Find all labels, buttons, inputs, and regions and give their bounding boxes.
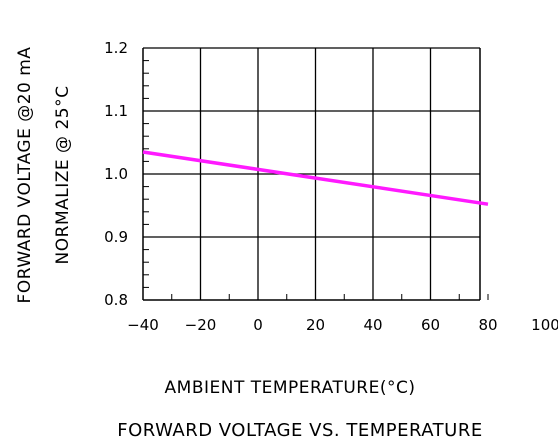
series-line	[142, 150, 489, 206]
grid	[142, 47, 481, 301]
x-tick-labels: −40 −20 0 20 40 60 80 100	[127, 316, 558, 334]
y-tick-label: 1.2	[104, 39, 128, 57]
y-tick-label: 1.0	[104, 165, 128, 183]
minor-ticks	[142, 47, 489, 301]
x-tick-label: 80	[478, 316, 497, 334]
x-tick-label: 60	[421, 316, 440, 334]
x-axis-label: AMBIENT TEMPERATURE(°C)	[165, 378, 416, 398]
x-tick-label: 20	[306, 316, 325, 334]
y-tick-labels: 0.8 0.9 1.0 1.1 1.2	[104, 39, 128, 309]
y-tick-label: 1.1	[104, 102, 128, 120]
y-axis-label-line1: FORWARD VOLTAGE @20 mA	[15, 47, 35, 304]
x-tick-label: −20	[185, 316, 217, 334]
y-axis-label-line2: NORMALIZE @ 25°C	[53, 86, 73, 265]
x-tick-label: 0	[253, 316, 263, 334]
x-tick-label: 100	[531, 316, 558, 334]
x-tick-label: −40	[127, 316, 159, 334]
series-layer	[142, 150, 489, 206]
y-tick-label: 0.8	[104, 291, 128, 309]
chart-title: FORWARD VOLTAGE VS. TEMPERATURE	[117, 420, 482, 441]
x-tick-label: 40	[363, 316, 382, 334]
y-tick-label: 0.9	[104, 228, 128, 246]
